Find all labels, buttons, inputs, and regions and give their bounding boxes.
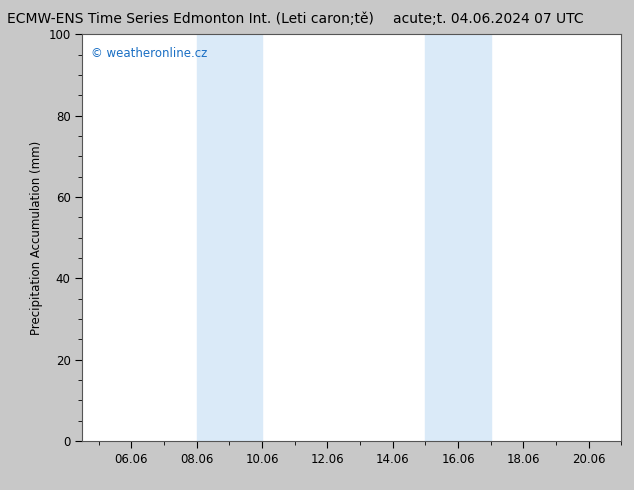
Y-axis label: Precipitation Accumulation (mm): Precipitation Accumulation (mm) xyxy=(30,141,43,335)
Text: ECMW-ENS Time Series Edmonton Int. (Leti caron;tě): ECMW-ENS Time Series Edmonton Int. (Leti… xyxy=(7,12,373,26)
Bar xyxy=(425,34,491,441)
Bar xyxy=(197,34,262,441)
Text: © weatheronline.cz: © weatheronline.cz xyxy=(91,47,207,59)
Text: acute;t. 04.06.2024 07 UTC: acute;t. 04.06.2024 07 UTC xyxy=(393,12,583,26)
